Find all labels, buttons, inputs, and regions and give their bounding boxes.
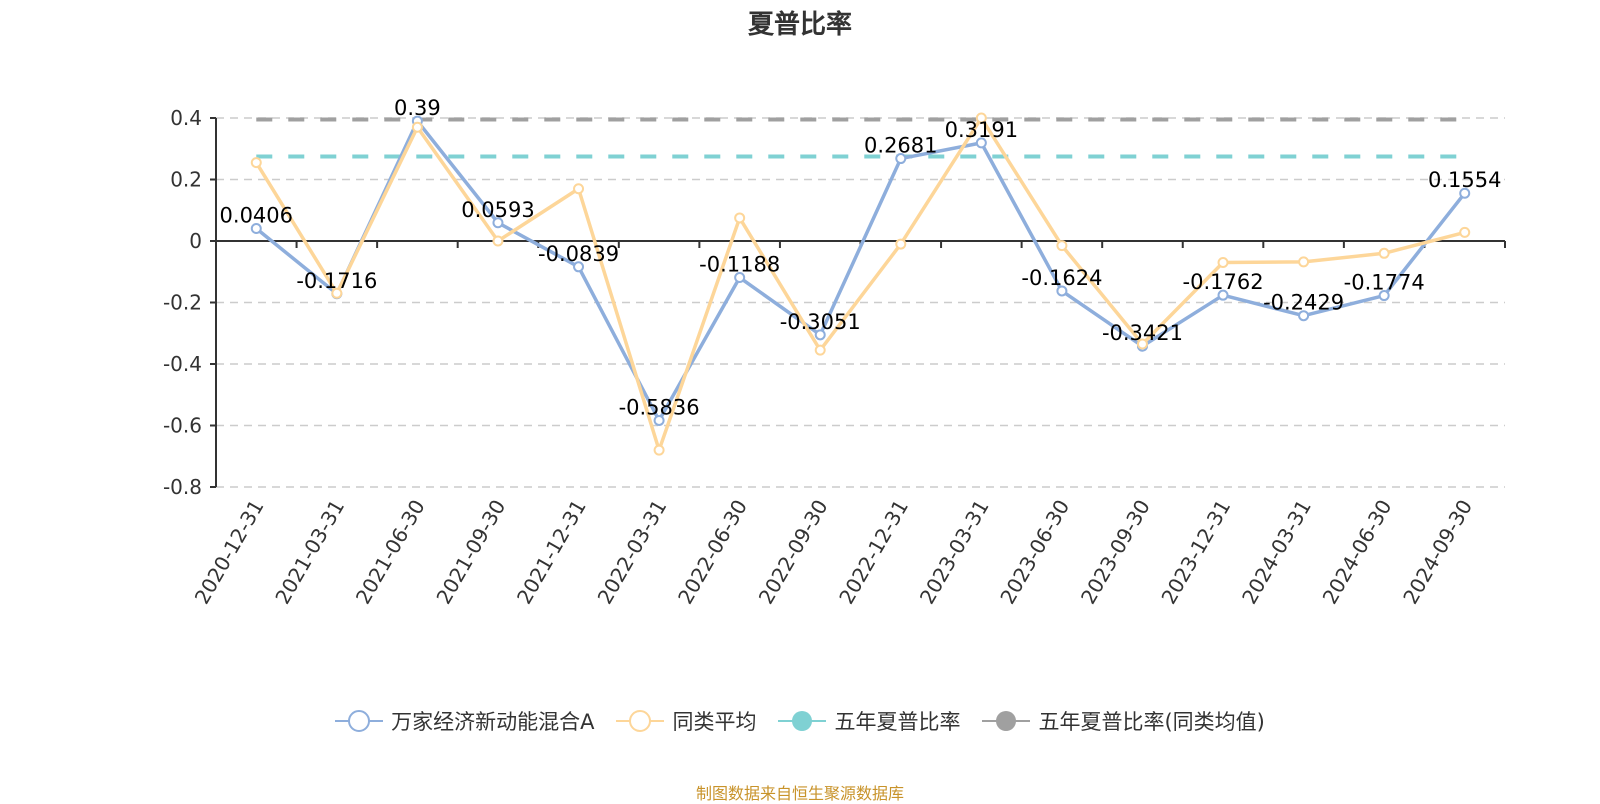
data-point[interactable] xyxy=(1217,257,1229,269)
data-point[interactable] xyxy=(734,272,746,284)
x-tick-label: 2024-09-30 xyxy=(1398,496,1477,609)
data-point[interactable] xyxy=(331,287,343,299)
data-label: -0.0839 xyxy=(538,242,619,266)
data-label: -0.3051 xyxy=(780,310,861,334)
data-label: -0.3421 xyxy=(1102,321,1183,345)
data-label: 0.0406 xyxy=(220,204,293,228)
data-point[interactable] xyxy=(814,329,826,341)
x-tick-label: 2020-12-31 xyxy=(190,496,269,609)
data-label: -0.1188 xyxy=(699,253,780,277)
data-point[interactable] xyxy=(1056,240,1068,252)
hollow-circle-icon xyxy=(335,710,384,732)
x-tick-label: 2022-03-31 xyxy=(593,496,672,609)
data-point[interactable] xyxy=(653,414,665,426)
data-label: 0.3191 xyxy=(945,118,1018,142)
data-point[interactable] xyxy=(975,137,987,149)
data-point[interactable] xyxy=(573,183,585,195)
data-point[interactable] xyxy=(814,344,826,356)
legend-item-five-year-sharpe-peer[interactable]: 五年夏普比率(同类均值) xyxy=(982,706,1265,736)
data-label: -0.1774 xyxy=(1344,271,1425,295)
data-point[interactable] xyxy=(1378,290,1390,302)
data-point[interactable] xyxy=(1459,187,1471,199)
data-point[interactable] xyxy=(250,157,262,169)
data-point[interactable] xyxy=(573,261,585,273)
legend-label: 万家经济新动能混合A xyxy=(391,710,595,734)
y-tick-label: -0.8 xyxy=(163,475,202,499)
data-labels: 0.0406 -0.1716 0.39 0.0593-0.0839 -0.5836 -0.… xyxy=(220,96,1502,419)
data-point[interactable] xyxy=(1378,247,1390,259)
data-point[interactable] xyxy=(1217,289,1229,301)
data-point[interactable] xyxy=(492,217,504,229)
reference-lines xyxy=(256,117,1465,159)
x-tick-label: 2022-06-30 xyxy=(673,496,752,609)
chart-title: 夏普比率 xyxy=(747,10,852,40)
data-point[interactable] xyxy=(734,212,746,224)
series-line xyxy=(254,116,1466,452)
y-tick-label: -0.4 xyxy=(163,352,202,376)
data-label: 0.0593 xyxy=(461,198,534,222)
legend-item-peer-average[interactable]: 同类平均 xyxy=(616,706,756,736)
hollow-circle-icon xyxy=(616,710,665,732)
data-point[interactable] xyxy=(895,153,907,165)
data-point[interactable] xyxy=(1056,285,1068,297)
x-tick-label: 2022-12-31 xyxy=(834,496,913,609)
x-tick-label: 2021-03-31 xyxy=(270,496,349,609)
data-source-note: 制图数据来自恒生聚源数据库 xyxy=(695,784,904,803)
legend: 万家经济新动能混合A 同类平均 五年夏普比率 五年夏普比率(同类均值) xyxy=(0,706,1600,736)
data-label: -0.1716 xyxy=(296,269,377,293)
data-point[interactable] xyxy=(1298,310,1310,322)
filled-circle-icon xyxy=(982,711,1031,731)
x-tick-label: 2023-12-31 xyxy=(1156,496,1235,609)
x-tick-label: 2023-09-30 xyxy=(1076,496,1155,609)
legend-item-fund[interactable]: 万家经济新动能混合A xyxy=(335,706,594,736)
data-point[interactable] xyxy=(895,238,907,250)
data-point[interactable] xyxy=(250,223,262,235)
data-point[interactable] xyxy=(411,121,423,133)
y-tick-label: 0.4 xyxy=(170,106,202,130)
x-tick-label: 2021-06-30 xyxy=(351,496,430,609)
data-label: 0.39 xyxy=(394,96,441,120)
legend-label: 五年夏普比率 xyxy=(834,710,961,734)
series-line xyxy=(255,119,1467,423)
legend-label: 同类平均 xyxy=(672,710,757,734)
data-point[interactable] xyxy=(1136,338,1148,350)
data-series xyxy=(250,112,1471,456)
data-point[interactable] xyxy=(1459,226,1471,238)
data-label: -0.2429 xyxy=(1263,291,1344,315)
data-label: -0.1762 xyxy=(1183,270,1264,294)
filled-circle-icon xyxy=(778,711,827,731)
y-tick-label: -0.2 xyxy=(163,291,202,315)
legend-item-five-year-sharpe[interactable]: 五年夏普比率 xyxy=(778,706,960,736)
x-tick-label: 2023-03-31 xyxy=(915,496,994,609)
y-tick-label: 0.2 xyxy=(170,168,202,192)
legend-label: 五年夏普比率(同类均值) xyxy=(1038,710,1265,734)
data-point[interactable] xyxy=(975,112,987,124)
x-tick-label: 2022-09-30 xyxy=(754,496,833,609)
data-point[interactable] xyxy=(1298,256,1310,268)
data-label: 0.1554 xyxy=(1428,168,1501,192)
x-tick-label: 2021-12-31 xyxy=(512,496,591,609)
y-tick-label: -0.6 xyxy=(163,414,202,438)
data-label: -0.1624 xyxy=(1021,266,1102,290)
x-tick-label: 2024-06-30 xyxy=(1318,496,1397,609)
data-point[interactable] xyxy=(653,444,665,456)
y-tick-label: 0 xyxy=(189,229,202,253)
x-tick-label: 2023-06-30 xyxy=(995,496,1074,609)
x-tick-label: 2024-03-31 xyxy=(1237,496,1316,609)
data-label: -0.5836 xyxy=(619,395,700,419)
x-tick-label: 2021-09-30 xyxy=(431,496,510,609)
data-point[interactable] xyxy=(492,235,504,247)
data-label: 0.2681 xyxy=(864,134,937,158)
